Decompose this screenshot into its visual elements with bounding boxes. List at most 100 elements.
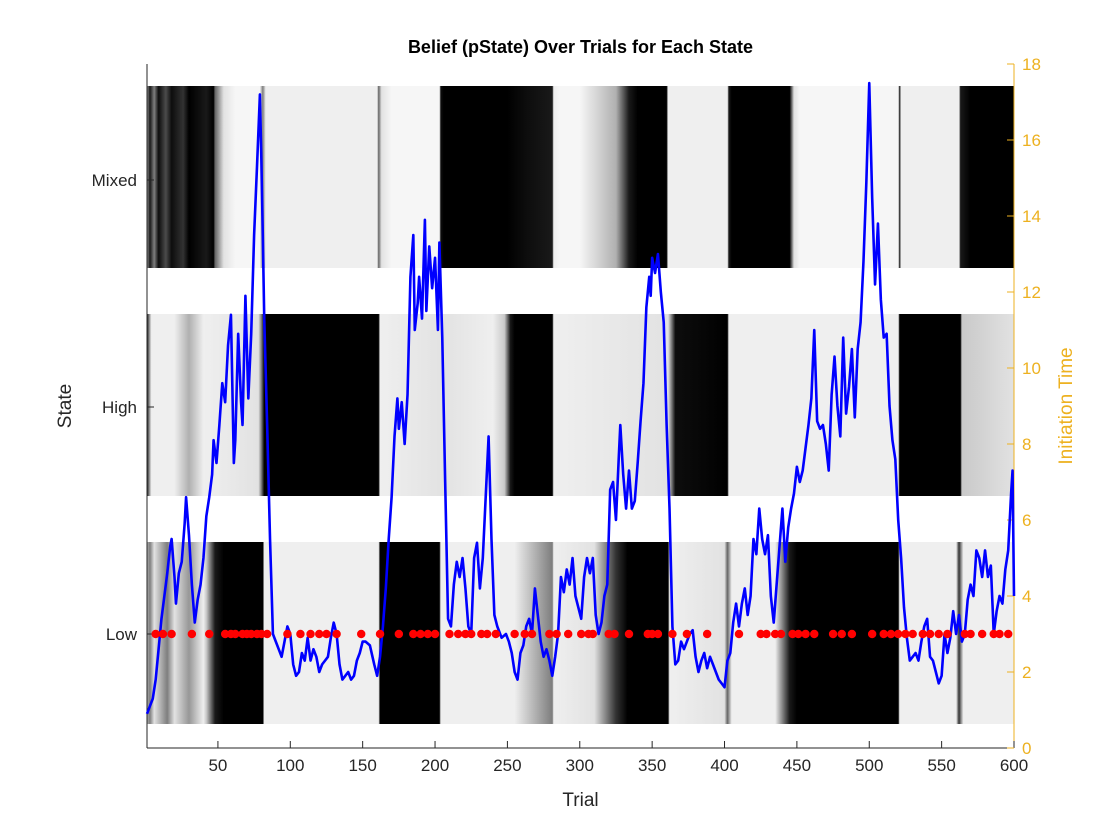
trial-marker: [477, 629, 486, 639]
trial-marker: [966, 629, 975, 639]
trial-marker: [423, 629, 432, 639]
trial-marker: [416, 629, 425, 639]
trial-marker: [604, 629, 613, 639]
trial-marker: [430, 629, 440, 639]
trial-marker: [247, 629, 256, 639]
trial-marker: [886, 629, 896, 639]
trial-marker: [315, 629, 324, 639]
trial-marker: [520, 629, 529, 639]
y2-tick-label: 4: [1022, 587, 1031, 606]
y2-tick-label: 0: [1022, 739, 1031, 758]
trial-marker: [776, 629, 786, 639]
trial-marker: [794, 629, 803, 639]
trial-marker: [306, 629, 315, 639]
trial-marker: [801, 629, 810, 639]
y-tick-label-mixed: Mixed: [92, 171, 137, 190]
y2-tick-label: 10: [1022, 359, 1041, 378]
y2-tick-label: 16: [1022, 131, 1041, 150]
trial-marker: [867, 629, 877, 639]
y2-tick-label: 8: [1022, 435, 1031, 454]
trial-marker: [1004, 629, 1013, 639]
trial-marker: [734, 629, 744, 639]
trial-marker: [205, 629, 214, 639]
trial-marker: [894, 629, 903, 639]
belief-band-high: [147, 314, 1014, 496]
trial-marker: [879, 629, 888, 639]
trial-marker: [756, 629, 765, 639]
trial-marker: [409, 629, 418, 639]
trial-marker: [491, 629, 501, 639]
trial-marker: [762, 629, 771, 639]
trial-marker: [158, 629, 168, 639]
trial-marker: [901, 629, 910, 639]
trial-marker: [624, 629, 634, 639]
trial-marker: [257, 629, 266, 639]
x-tick-label: 300: [566, 756, 594, 775]
trial-marker: [908, 629, 917, 639]
y2-tick-label: 14: [1022, 207, 1041, 226]
trial-marker: [810, 629, 819, 639]
trial-marker: [837, 629, 846, 639]
trial-marker: [610, 629, 619, 639]
trial-marker: [467, 629, 476, 639]
trial-marker: [847, 629, 857, 639]
trial-marker: [788, 629, 797, 639]
trial-marker: [375, 629, 385, 639]
x-tick-label: 550: [927, 756, 955, 775]
trial-marker: [510, 629, 519, 639]
trial-marker: [332, 629, 341, 639]
series-layer: [145, 81, 1016, 715]
x-tick-label: 200: [421, 756, 449, 775]
trial-marker: [588, 629, 598, 639]
trial-marker: [445, 629, 454, 639]
trial-marker: [989, 629, 998, 639]
trial-marker: [653, 629, 663, 639]
trial-marker: [482, 629, 492, 639]
trial-marker: [563, 629, 573, 639]
trial-marker: [668, 629, 677, 639]
trial-marker: [552, 629, 561, 639]
y-tick-label-high: High: [102, 398, 137, 417]
trial-marker: [322, 629, 331, 639]
trial-marker: [647, 629, 657, 639]
trial-marker: [461, 629, 470, 639]
trial-marker: [918, 629, 928, 639]
trial-marker: [187, 629, 197, 639]
trial-marker: [151, 629, 160, 639]
y-tick-label-low: Low: [106, 625, 138, 644]
x-tick-label: 250: [493, 756, 521, 775]
trial-marker: [925, 629, 935, 639]
heatmap-layer: [147, 86, 1014, 724]
trial-marker: [296, 629, 305, 639]
trial-marker: [283, 629, 292, 639]
x-tick-label: 100: [276, 756, 304, 775]
belief-band-mixed: [147, 86, 1014, 268]
trial-marker: [167, 629, 176, 639]
x-tick-label: 450: [783, 756, 811, 775]
x-tick-label: 50: [208, 756, 227, 775]
x-tick-label: 350: [638, 756, 666, 775]
x-axis-label: Trial: [562, 790, 598, 811]
trial-marker: [943, 629, 952, 639]
trial-marker: [577, 629, 586, 639]
axes-layer: 50 100 150 200 250 300 350 400 450 500 550 600Mixed…: [92, 55, 1041, 775]
trial-marker: [995, 629, 1004, 639]
trial-marker: [545, 629, 554, 639]
trial-marker: [828, 629, 838, 639]
trial-marker: [453, 629, 463, 639]
trial-marker: [702, 629, 712, 639]
y2-tick-label: 18: [1022, 55, 1041, 74]
trial-marker: [682, 629, 692, 639]
trial-marker: [527, 629, 537, 639]
initiation-time-line: [145, 81, 1016, 715]
trial-marker: [231, 629, 240, 639]
y2-tick-label: 6: [1022, 511, 1031, 530]
y2-tick-label: 2: [1022, 663, 1031, 682]
y2-axis-label: Initiation Time: [1056, 347, 1077, 464]
trial-marker: [977, 629, 987, 639]
trial-marker: [262, 629, 272, 639]
trial-marker: [357, 629, 366, 639]
trial-marker: [394, 629, 404, 639]
